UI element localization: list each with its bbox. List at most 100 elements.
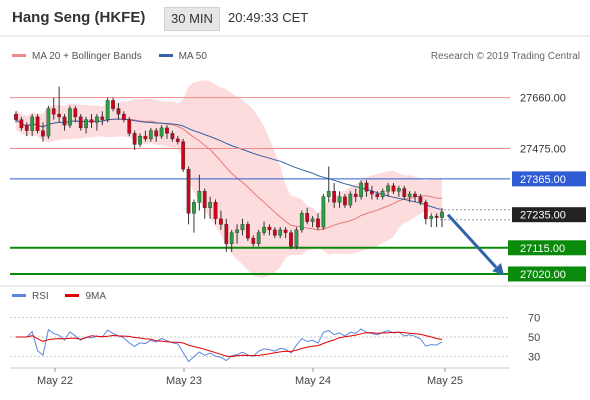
candle-body: [57, 113, 62, 118]
candle-body: [278, 229, 283, 236]
candle-body: [41, 130, 45, 137]
candle-body: [246, 224, 250, 239]
candle-body: [73, 108, 78, 118]
candle-body: [240, 224, 245, 231]
candle-body: [148, 130, 153, 140]
rsi-tick-label: 50: [528, 332, 540, 344]
candle-body: [294, 229, 299, 247]
candle-body: [105, 100, 110, 120]
level-label-box: [508, 266, 586, 282]
level-label-box: [508, 240, 586, 256]
candle-body: [289, 232, 293, 247]
candle-body: [359, 182, 363, 197]
level-label: 27660.00: [520, 93, 566, 105]
rsi-tick-label: 30: [528, 351, 540, 363]
candle-body: [305, 213, 310, 222]
legend-rsi: RSI: [12, 291, 49, 302]
candle-body: [316, 218, 320, 228]
candle-body: [111, 100, 115, 109]
candle-body: [213, 202, 218, 220]
candle-body: [229, 232, 234, 244]
level-label: 27115.00: [520, 243, 565, 255]
candle-body: [192, 202, 196, 214]
candle-body: [423, 202, 428, 220]
candle-body: [343, 196, 347, 206]
candle-body: [100, 116, 105, 120]
timeframe-badge[interactable]: 30 MIN: [164, 7, 220, 31]
level-label: 27365.00: [520, 174, 566, 186]
x-tick-label: May 24: [295, 375, 331, 387]
candle-body: [219, 218, 223, 225]
candle-body: [159, 127, 164, 137]
copyright-text: Research © 2019 Trading Central: [430, 51, 580, 62]
candle-body: [262, 226, 266, 233]
main-legend: MA 20 + Bollinger Bands MA 50: [12, 51, 221, 62]
candle-body: [283, 229, 288, 233]
legend-ma50: MA 50: [158, 51, 207, 62]
candle-body: [181, 141, 186, 170]
rsi-ma-line: [16, 331, 443, 358]
candle-body: [170, 133, 175, 140]
legend-ma20: MA 20 + Bollinger Bands: [12, 51, 142, 62]
candle-body: [413, 193, 417, 197]
candle-body: [337, 196, 342, 203]
timestamp: 20:49:33 CET: [228, 10, 309, 25]
candle-body: [95, 116, 99, 123]
x-tick-label: May 22: [37, 375, 73, 387]
candle-body: [235, 229, 239, 233]
candle-body: [208, 202, 212, 209]
candle-body: [364, 182, 369, 192]
candle-body: [440, 211, 444, 218]
chart-header: Hang Seng (HKFE) 30 MIN 20:49:33 CET: [0, 0, 590, 36]
candle-body: [310, 218, 315, 222]
candle-body: [154, 130, 159, 137]
candle-body: [396, 188, 401, 192]
candle-body: [299, 213, 304, 231]
candle-body: [35, 116, 40, 131]
candle-body: [197, 191, 202, 203]
x-tick-label: May 23: [166, 375, 202, 387]
candle-body: [321, 196, 326, 228]
candle-body: [175, 138, 180, 142]
candle-body: [84, 119, 88, 129]
candle-body: [224, 224, 229, 244]
candle-body: [51, 108, 56, 115]
candle-body: [30, 116, 35, 131]
candle-body: [386, 185, 390, 192]
candle-body: [62, 116, 67, 126]
legend-rsi-ma: 9MA: [65, 291, 106, 302]
candle-body: [78, 116, 83, 129]
candle-body: [418, 196, 423, 203]
candle-body: [138, 135, 142, 145]
candle-body: [402, 188, 407, 197]
level-label-box: [512, 171, 586, 187]
candle-body: [332, 191, 337, 203]
level-label: 27475.00: [520, 144, 566, 156]
candle-body: [326, 191, 331, 197]
candle-body: [19, 119, 24, 129]
candle-body: [46, 108, 51, 137]
instrument-title: Hang Seng (HKFE): [12, 9, 146, 26]
candle-body: [132, 133, 137, 145]
candle-body: [434, 215, 439, 218]
candle-body: [202, 191, 207, 209]
candle-body: [380, 191, 385, 197]
candle-body: [375, 193, 380, 197]
candle-body: [267, 226, 272, 231]
forecast-arrowhead: [492, 263, 504, 276]
candle-body: [116, 108, 121, 115]
candle-body: [429, 215, 434, 220]
candle-body: [143, 135, 148, 140]
candle-body: [348, 193, 353, 206]
candle-body: [121, 113, 126, 120]
x-tick-label: May 25: [427, 375, 463, 387]
candle-body: [89, 119, 94, 123]
candle-body: [68, 108, 72, 126]
candle-body: [272, 229, 277, 236]
forecast-arrow: [446, 213, 498, 269]
candle-body: [186, 169, 191, 214]
candle-body: [353, 193, 358, 197]
candle-body: [165, 127, 169, 134]
candle-body: [251, 237, 256, 244]
